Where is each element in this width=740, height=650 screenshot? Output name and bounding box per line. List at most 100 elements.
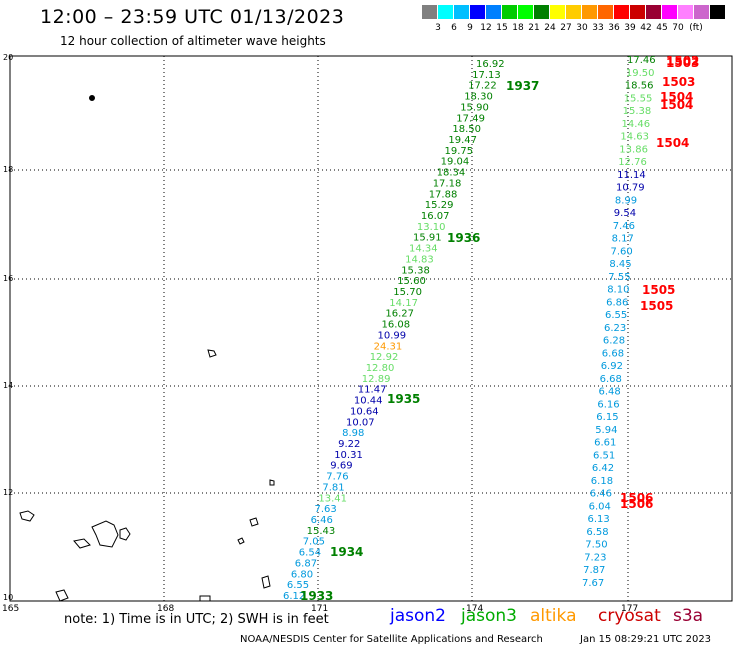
wave-height-label: 17.22 xyxy=(468,81,497,92)
scale-swatch xyxy=(422,5,437,19)
wave-height-label: 7.76 xyxy=(326,472,348,483)
wave-height-label: 18.34 xyxy=(437,168,466,179)
wave-height-label: 5.94 xyxy=(595,425,617,436)
longitude-label: 171 xyxy=(311,604,328,614)
island xyxy=(19,510,35,522)
wave-height-label: 7.55 xyxy=(608,272,630,283)
legend-entry: altika xyxy=(530,606,577,626)
wave-height-label: 15.43 xyxy=(307,526,336,537)
scale-tick-label: 33 xyxy=(592,23,604,33)
wave-height-label: 14.83 xyxy=(405,254,434,265)
pass-number-label: 1505 xyxy=(640,299,673,313)
pass-number-label: 1504 xyxy=(660,90,693,104)
wave-height-label: 6.51 xyxy=(593,450,615,461)
scale-swatch xyxy=(614,5,629,19)
wave-height-label: 24.31 xyxy=(374,341,403,352)
footer-note: note: 1) Time is in UTC; 2) SWH is in fe… xyxy=(64,612,329,627)
longitude-label: 165 xyxy=(2,604,19,614)
wave-height-label: 15.55 xyxy=(624,93,653,104)
pass-number-label: 1937 xyxy=(506,79,539,93)
wave-height-label: 7.81 xyxy=(322,482,344,493)
wave-height-label: 12.80 xyxy=(366,363,395,374)
scale-tick-label: 36 xyxy=(608,23,620,33)
latitude-label: 12 xyxy=(3,488,13,497)
wave-height-label: 15.38 xyxy=(401,265,430,276)
wave-height-label: 13.10 xyxy=(417,222,446,233)
longitude-label: 177 xyxy=(621,604,638,614)
scale-swatch xyxy=(534,5,549,19)
wave-height-label: 18.56 xyxy=(625,81,654,92)
scale-tick-label: 6 xyxy=(451,23,457,33)
scale-tick-label: 27 xyxy=(560,23,572,33)
scale-swatch xyxy=(662,5,677,19)
island xyxy=(269,479,275,486)
scale-tick-label: 3 xyxy=(435,23,441,33)
wave-height-label: 6.04 xyxy=(589,502,611,513)
longitude-labels: 165 168 171 174 177 xyxy=(2,604,638,614)
wave-height-label: 18.30 xyxy=(464,92,493,103)
wave-height-label: 15.90 xyxy=(460,102,489,113)
wave-height-label: 14.46 xyxy=(622,119,651,130)
wave-height-label: 6.58 xyxy=(586,527,608,538)
wave-height-label: 17.46 xyxy=(627,55,656,66)
map-title: 12:00 – 23:59 UTC 01/13/2023 xyxy=(40,6,345,28)
scale-tick-label: 21 xyxy=(528,23,540,33)
island xyxy=(237,537,245,545)
scale-swatch xyxy=(678,5,693,19)
wave-height-label: 9.69 xyxy=(330,461,352,472)
wave-height-label: 6.54 xyxy=(299,548,321,559)
island xyxy=(55,589,69,602)
pass-number-label: 1505 xyxy=(642,283,675,297)
wave-height-label: 15.29 xyxy=(425,200,454,211)
scale-swatch xyxy=(598,5,613,19)
wave-height-label: 8.99 xyxy=(615,195,637,206)
legend-entry: cryosat xyxy=(598,606,661,626)
footer-credit: NOAA/NESDIS Center for Satellite Applica… xyxy=(240,634,543,645)
scale-unit: (ft) xyxy=(689,23,703,33)
scale-swatch xyxy=(566,5,581,19)
graticule xyxy=(10,56,732,601)
wave-height-label: 19.04 xyxy=(441,157,470,168)
scale-swatch xyxy=(694,5,709,19)
pass-number-label: 1935 xyxy=(387,392,420,406)
pass-number-label: 1503 xyxy=(666,56,699,70)
wave-height-label: 7.23 xyxy=(584,553,606,564)
wave-height-label: 15.70 xyxy=(393,287,422,298)
scale-swatch xyxy=(470,5,485,19)
latitude-label: 18 xyxy=(3,165,13,174)
wave-height-label: 15.60 xyxy=(397,276,426,287)
scale-swatch xyxy=(550,5,565,19)
wave-height-label: 17.49 xyxy=(456,113,485,124)
wave-height-label: 15.91 xyxy=(413,233,442,244)
longitude-label: 168 xyxy=(157,604,174,614)
wave-height-label: 6.28 xyxy=(603,336,625,347)
pass-number-label: 1506 xyxy=(620,497,653,511)
legend-entry: jason2 xyxy=(390,606,446,626)
wave-height-label: 6.42 xyxy=(592,463,614,474)
wave-height-label: 10.79 xyxy=(616,183,645,194)
wave-height-label: 10.99 xyxy=(378,330,407,341)
pass-number-label: 1502 xyxy=(666,54,699,68)
wave-height-label: 17.13 xyxy=(472,70,501,81)
wave-height-label: 8.10 xyxy=(607,285,629,296)
island xyxy=(207,349,217,358)
wave-height-label: 15.38 xyxy=(623,106,652,117)
wave-height-label: 6.92 xyxy=(601,361,623,372)
longitude-label: 174 xyxy=(466,604,483,614)
scale-tick-label: 9 xyxy=(467,23,473,33)
wave-height-label: 6.87 xyxy=(295,558,317,569)
latitude-labels: 20 18 16 14 12 10 xyxy=(3,53,13,602)
scale-tick-label: 42 xyxy=(640,23,652,33)
map-subtitle: 12 hour collection of altimeter wave hei… xyxy=(60,34,326,48)
scale-tick-label: 15 xyxy=(496,23,508,33)
island xyxy=(89,95,95,101)
island xyxy=(199,595,211,602)
scale-tick-label: 45 xyxy=(656,23,668,33)
scale-swatch xyxy=(454,5,469,19)
scale-swatch xyxy=(630,5,645,19)
scale-tick-label: 70 xyxy=(672,23,684,33)
pass-number-label: 1506 xyxy=(620,491,653,505)
scale-tick-label: 12 xyxy=(480,23,492,33)
island xyxy=(91,520,119,548)
wave-height-label: 16.08 xyxy=(382,320,411,331)
